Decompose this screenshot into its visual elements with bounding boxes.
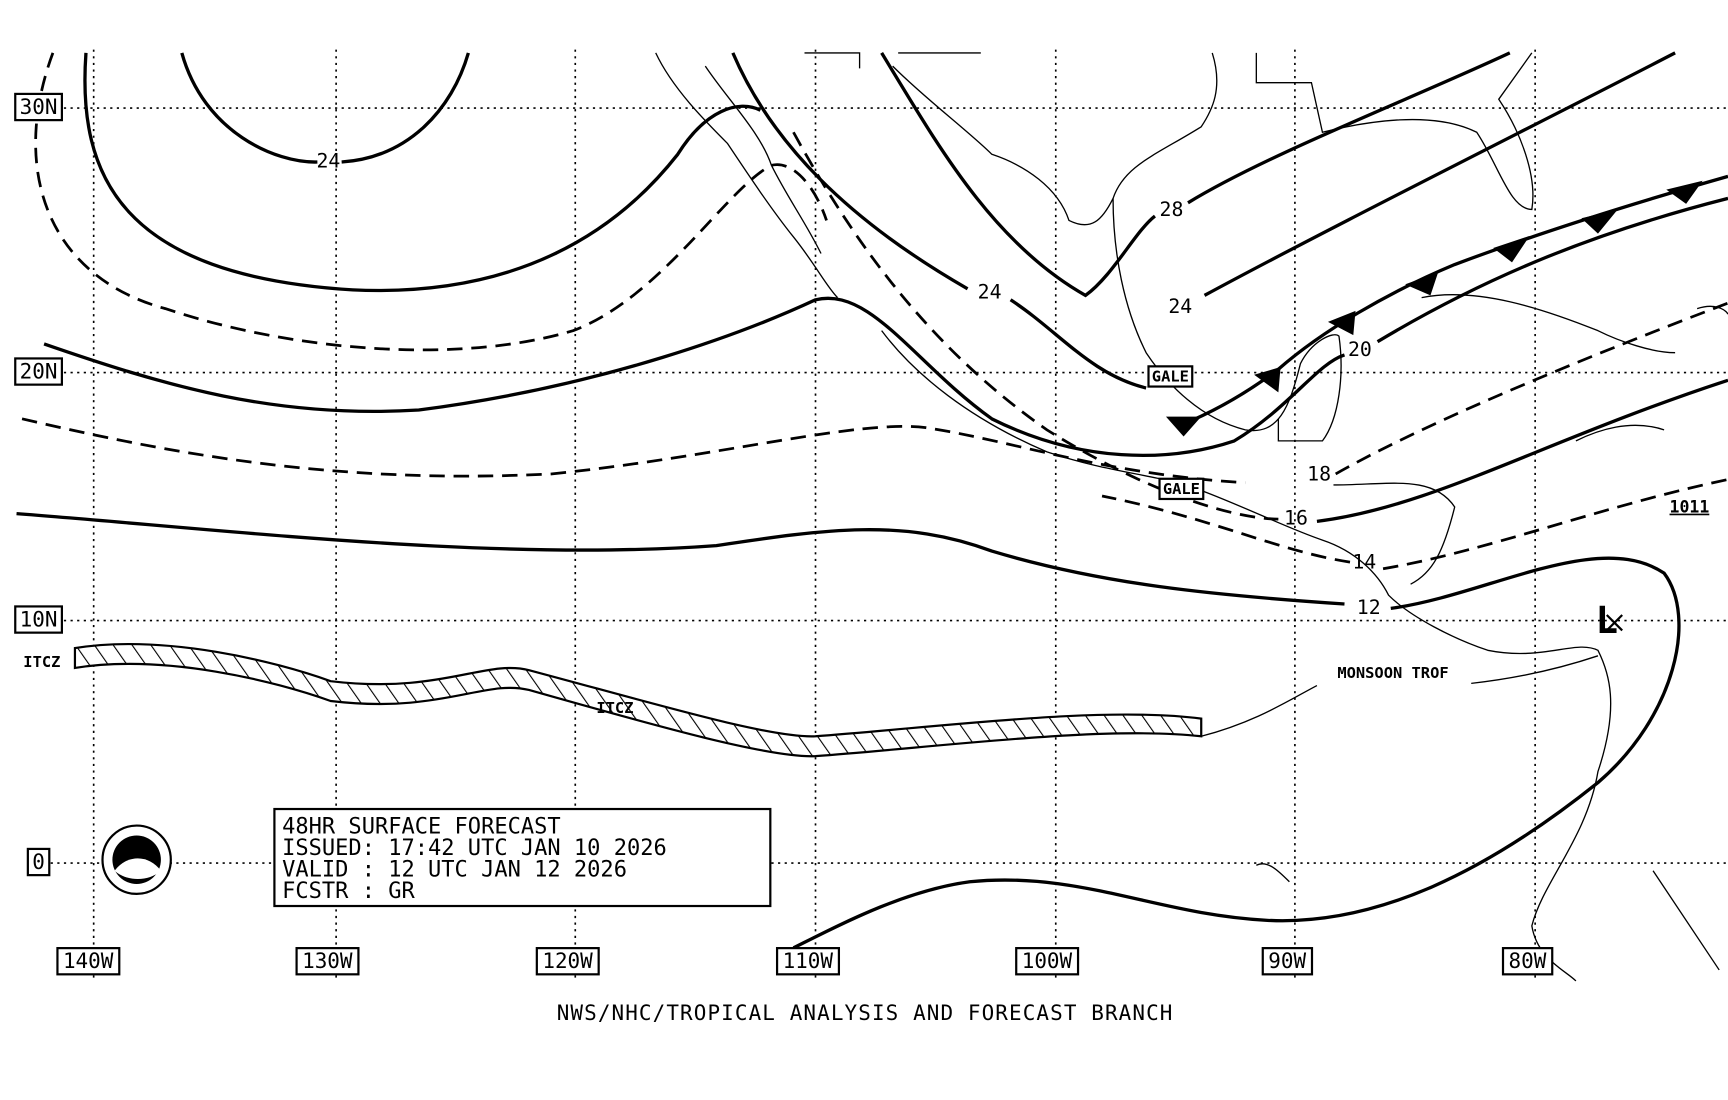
lat-label: 10N [20, 608, 58, 632]
gale-label-box [1158, 477, 1205, 501]
labels: 30N 20N 10N 0 140W 130W 120W 110W 100W 90W 80W 24 24… [14, 92, 1710, 1025]
isobar-label: 14 [1352, 551, 1376, 574]
isobar-label: 24 [978, 281, 1002, 304]
cold-front [1165, 174, 1728, 437]
lon-label-box [1501, 947, 1554, 976]
lon-label-box [535, 947, 600, 976]
low-center [1605, 614, 1623, 632]
low-pressure-label: L [1595, 598, 1618, 642]
forecast-line: FCSTR : GR [282, 879, 415, 904]
lon-label: 110W [783, 949, 834, 973]
footer: NWS/NHC/TROPICAL ANALYSIS AND FORECAST B… [557, 1001, 1174, 1025]
lon-label-box [295, 947, 360, 976]
lat-label: 20N [20, 360, 58, 384]
lat-label-box [26, 847, 51, 877]
isobar-label: 16 [1284, 507, 1308, 530]
itcz-label: ITCZ [596, 699, 633, 717]
isobar-label: 24 [316, 150, 340, 173]
monsoon-trough-label: MONSOON TROF [1337, 664, 1448, 682]
lat-label-box [14, 92, 63, 122]
itcz-label: ITCZ [23, 653, 60, 671]
lon-label-box [1261, 947, 1314, 976]
isobar-label: 12 [1357, 596, 1381, 619]
noaa-logo [101, 824, 172, 895]
isobar-label: 24 [1168, 295, 1192, 318]
forecast-line: 48HR SURFACE FORECAST [282, 815, 561, 840]
lon-label: 100W [1022, 949, 1073, 973]
lon-label: 140W [63, 949, 114, 973]
lat-label-box [14, 357, 63, 386]
lon-label: 90W [1268, 949, 1306, 973]
forecast-box [273, 807, 772, 908]
lon-label: 130W [302, 949, 353, 973]
itcz-band [73, 643, 1599, 758]
lat-label-box [14, 605, 63, 634]
gale-label-box [1147, 365, 1194, 388]
isobar-label: 28 [1160, 198, 1184, 221]
lon-label-box [1015, 947, 1080, 976]
isobar-label: 18 [1307, 463, 1331, 486]
isobars [16, 51, 1728, 950]
gale-label: GALE [1152, 367, 1189, 385]
lon-label-box [56, 947, 121, 976]
lon-label-box [775, 947, 841, 976]
forecast-line: ISSUED: 17:42 UTC JAN 10 2026 [282, 836, 667, 861]
pressure-label: 1011 [1670, 498, 1710, 517]
gale-label: GALE [1163, 480, 1200, 498]
lat-lon-grid [44, 49, 1728, 981]
lat-label: 30N [20, 95, 58, 119]
coastlines [655, 52, 1728, 982]
lon-label: 80W [1509, 949, 1547, 973]
isobar-label: 20 [1348, 338, 1372, 361]
lon-label: 120W [542, 949, 593, 973]
forecast-line: VALID : 12 UTC JAN 12 2026 [282, 858, 627, 883]
lat-label: 0 [32, 850, 45, 874]
